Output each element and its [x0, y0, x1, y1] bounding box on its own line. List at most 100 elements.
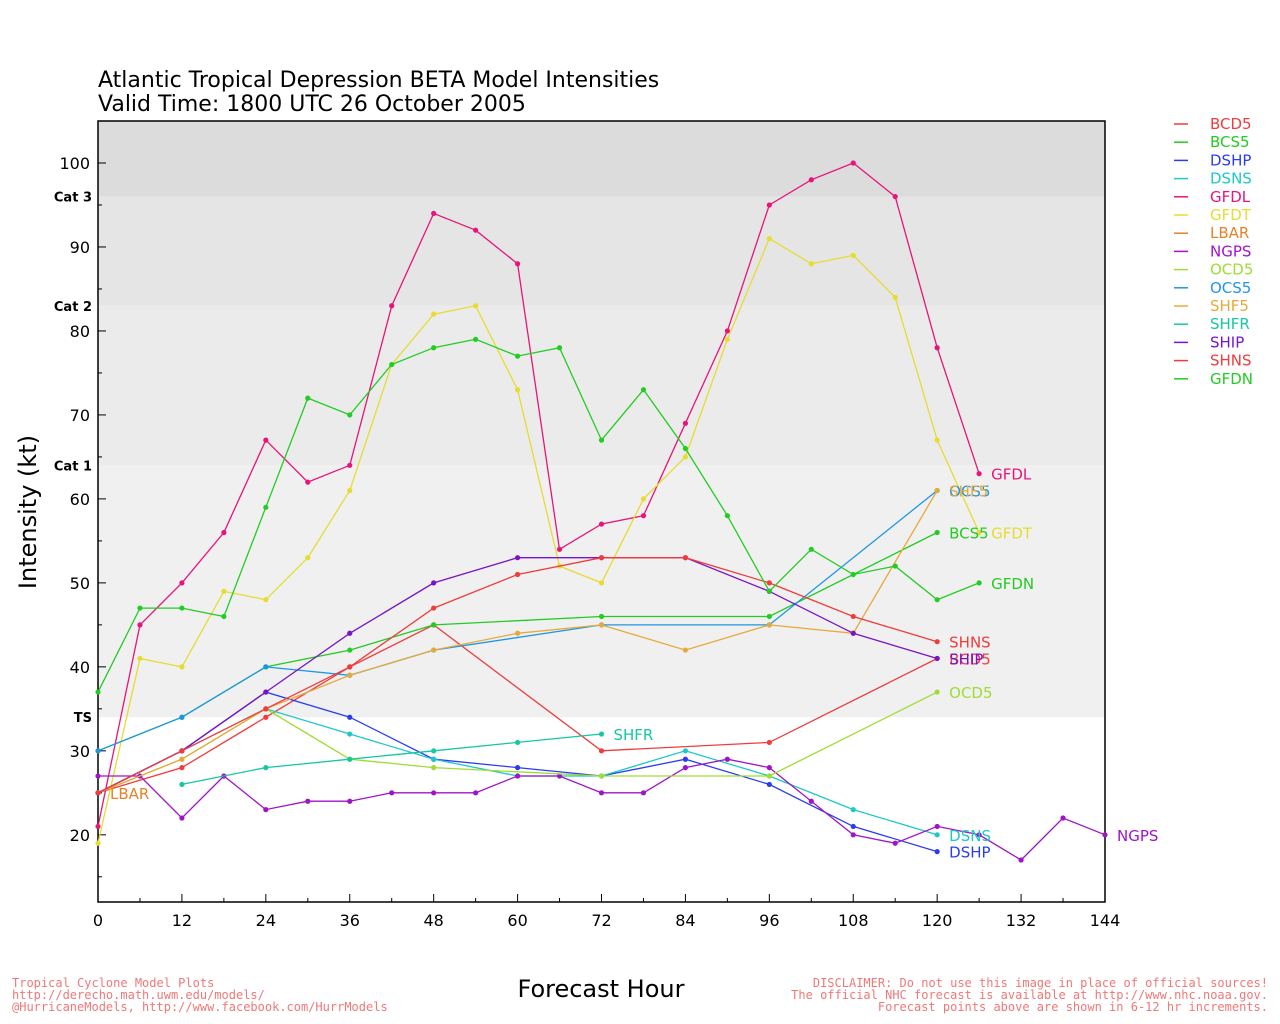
y-axis-label: Intensity (kt): [14, 435, 42, 589]
end-label-dshp: DSHP: [949, 844, 990, 862]
y-tick-label: 40: [70, 658, 90, 677]
data-point-gfdl: [850, 160, 856, 166]
data-point-shns: [179, 748, 185, 754]
data-point-gfdl: [640, 513, 647, 519]
x-tick-label: 48: [423, 911, 443, 930]
end-label-bcd5: BCD5: [949, 650, 991, 668]
y-tick-label: 100: [59, 154, 90, 173]
band-label-cat-3: Cat 3: [54, 191, 92, 206]
end-label-shfr: SHFR: [614, 726, 654, 744]
data-point-ngps: [95, 773, 101, 779]
band-label-ts: TS: [74, 711, 92, 726]
legend-entry-gfdn: GFDN: [1210, 370, 1253, 388]
data-point-ngps: [598, 790, 605, 796]
data-point-gfdn: [263, 504, 269, 510]
x-axis-label: Forecast Hour: [518, 975, 685, 1003]
x-tick-label: 60: [507, 911, 527, 930]
data-point-ngps: [724, 756, 730, 762]
data-point-shf5: [598, 622, 605, 628]
x-tick-label: 72: [591, 911, 611, 930]
data-point-gfdn: [640, 387, 647, 393]
legend-entry-shfr: SHFR: [1210, 315, 1250, 333]
chart-title: Atlantic Tropical Depression BETA Model …: [98, 68, 659, 93]
data-point-bcd5: [263, 714, 269, 720]
end-label-gfdt: GFDT: [991, 524, 1033, 542]
data-point-bcs5: [934, 529, 940, 536]
data-point-gfdn: [976, 580, 982, 586]
data-point-gfdl: [892, 193, 898, 200]
series-ngps: [95, 756, 1108, 863]
data-point-gfdt: [934, 437, 940, 443]
data-point-gfdn: [431, 345, 437, 351]
end-label-bcs5: BCS5: [949, 524, 989, 542]
data-point-ngps: [850, 832, 856, 838]
data-point-dshp: [850, 823, 856, 830]
data-point-gfdn: [850, 571, 856, 578]
legend-entry-dsns: DSNS: [1210, 170, 1252, 188]
data-point-ngps: [766, 765, 772, 771]
footer-disclaimer-line-2: The official NHC forecast is available a…: [791, 988, 1268, 1002]
data-point-shf5: [934, 487, 940, 494]
band-label-cat-1: Cat 1: [54, 459, 92, 474]
data-point-gfdl: [976, 471, 982, 477]
data-point-shns: [95, 790, 101, 796]
data-point-gfdl: [347, 462, 353, 468]
data-point-gfdl: [682, 420, 689, 426]
legend-entry-gfdl: GFDL: [1210, 188, 1251, 206]
data-point-bcd5: [598, 748, 605, 754]
data-point-ngps: [1060, 815, 1066, 821]
data-point-shfr: [598, 731, 605, 737]
data-point-gfdl: [514, 261, 521, 267]
data-point-ocd5: [431, 765, 437, 771]
data-point-shfr: [431, 748, 437, 754]
data-point-ngps: [514, 773, 521, 779]
legend-entry-gfdt: GFDT: [1210, 206, 1252, 224]
y-tick-label: 50: [70, 574, 90, 593]
data-point-gfdl: [263, 437, 269, 443]
data-point-gfdt: [514, 387, 521, 393]
data-point-dsns: [347, 731, 353, 737]
data-point-gfdn: [473, 336, 479, 342]
data-point-shfr: [347, 756, 353, 762]
data-point-shns: [347, 664, 353, 670]
series-gfdn: [95, 336, 982, 695]
legend-entry-ngps: NGPS: [1210, 242, 1251, 260]
data-point-ngps: [1018, 857, 1024, 863]
series-line-gfdn: [97, 338, 980, 693]
series-shns: [95, 555, 940, 796]
end-label-ngps: NGPS: [1117, 827, 1158, 845]
data-point-bcd5: [766, 739, 772, 746]
x-tick-label: 144: [1090, 911, 1121, 930]
data-point-gfdt: [137, 655, 143, 662]
data-point-ngps: [556, 773, 563, 779]
data-point-gfdt: [850, 252, 856, 258]
data-point-gfdl: [179, 580, 185, 586]
data-point-ship: [347, 630, 353, 636]
data-point-ocd5: [598, 773, 605, 779]
data-point-ocs5: [263, 664, 269, 670]
data-point-shns: [514, 571, 521, 578]
data-point-dsns: [850, 807, 856, 813]
data-point-gfdn: [934, 597, 940, 603]
x-tick-label: 96: [759, 911, 779, 930]
data-point-gfdl: [766, 202, 772, 208]
legend-entry-shns: SHNS: [1210, 352, 1252, 370]
data-point-shf5: [766, 622, 772, 628]
band-ts: [98, 465, 1105, 718]
data-point-ship: [514, 555, 521, 561]
data-point-gfdl: [389, 303, 395, 309]
end-label-shns: SHNS: [949, 634, 991, 652]
data-point-gfdt: [766, 235, 772, 242]
footer-disclaimer-line-1: DISCLAIMER: Do not use this image in pla…: [813, 976, 1268, 990]
data-point-bcs5: [347, 647, 353, 653]
data-point-gfdl: [934, 345, 940, 351]
series-gfdl: [95, 160, 982, 830]
data-point-gfdn: [808, 546, 814, 552]
data-point-ngps: [1102, 832, 1108, 838]
x-axis: 0 12 24 36 48 60 72 84 96 108 120 132 144: [93, 894, 1120, 930]
end-label-ship: SHIP: [949, 650, 983, 668]
data-point-gfdn: [221, 613, 227, 620]
legend-entry-ship: SHIP: [1210, 333, 1244, 351]
y-tick-label: 90: [70, 238, 90, 257]
data-point-ngps: [179, 815, 185, 821]
